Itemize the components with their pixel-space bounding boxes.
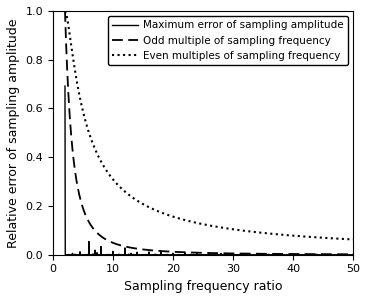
Even multiples of sampling frequency [63, 9, 67, 13]
Even multiples of sampling frequency [203, 223, 207, 226]
Line: Even multiples of sampling frequency: Even multiples of sampling frequency [65, 11, 353, 239]
Y-axis label: Relative error of sampling amplitude: Relative error of sampling amplitude [7, 18, 20, 247]
Odd multiple of sampling frequency [342, 253, 347, 256]
Line: Maximum error of sampling amplitude: Maximum error of sampling amplitude [65, 86, 353, 255]
Maximum error of sampling amplitude [292, 253, 297, 256]
Maximum error of sampling amplitude [287, 253, 292, 256]
Odd multiple of sampling frequency [203, 251, 207, 255]
Odd multiple of sampling frequency [63, 9, 67, 13]
Maximum error of sampling amplitude [190, 253, 194, 256]
Maximum error of sampling amplitude [261, 253, 265, 256]
Legend: Maximum error of sampling amplitude, Odd multiple of sampling frequency, Even mu: Maximum error of sampling amplitude, Odd… [108, 16, 348, 65]
Even multiples of sampling frequency [342, 237, 347, 241]
Even multiples of sampling frequency [342, 237, 347, 241]
Odd multiple of sampling frequency [342, 253, 347, 256]
Maximum error of sampling amplitude [351, 253, 355, 256]
Maximum error of sampling amplitude [327, 253, 332, 256]
Maximum error of sampling amplitude [179, 253, 184, 256]
Odd multiple of sampling frequency [290, 252, 294, 256]
Odd multiple of sampling frequency [77, 195, 82, 198]
Odd multiple of sampling frequency [351, 253, 355, 256]
X-axis label: Sampling frequency ratio: Sampling frequency ratio [124, 280, 282, 293]
Even multiples of sampling frequency [195, 221, 200, 225]
Odd multiple of sampling frequency [195, 251, 200, 254]
Maximum error of sampling amplitude [92, 253, 97, 256]
Maximum error of sampling amplitude [63, 84, 67, 88]
Line: Odd multiple of sampling frequency: Odd multiple of sampling frequency [65, 11, 353, 254]
Even multiples of sampling frequency [351, 238, 355, 241]
Even multiples of sampling frequency [77, 95, 82, 98]
Even multiples of sampling frequency [290, 234, 294, 237]
